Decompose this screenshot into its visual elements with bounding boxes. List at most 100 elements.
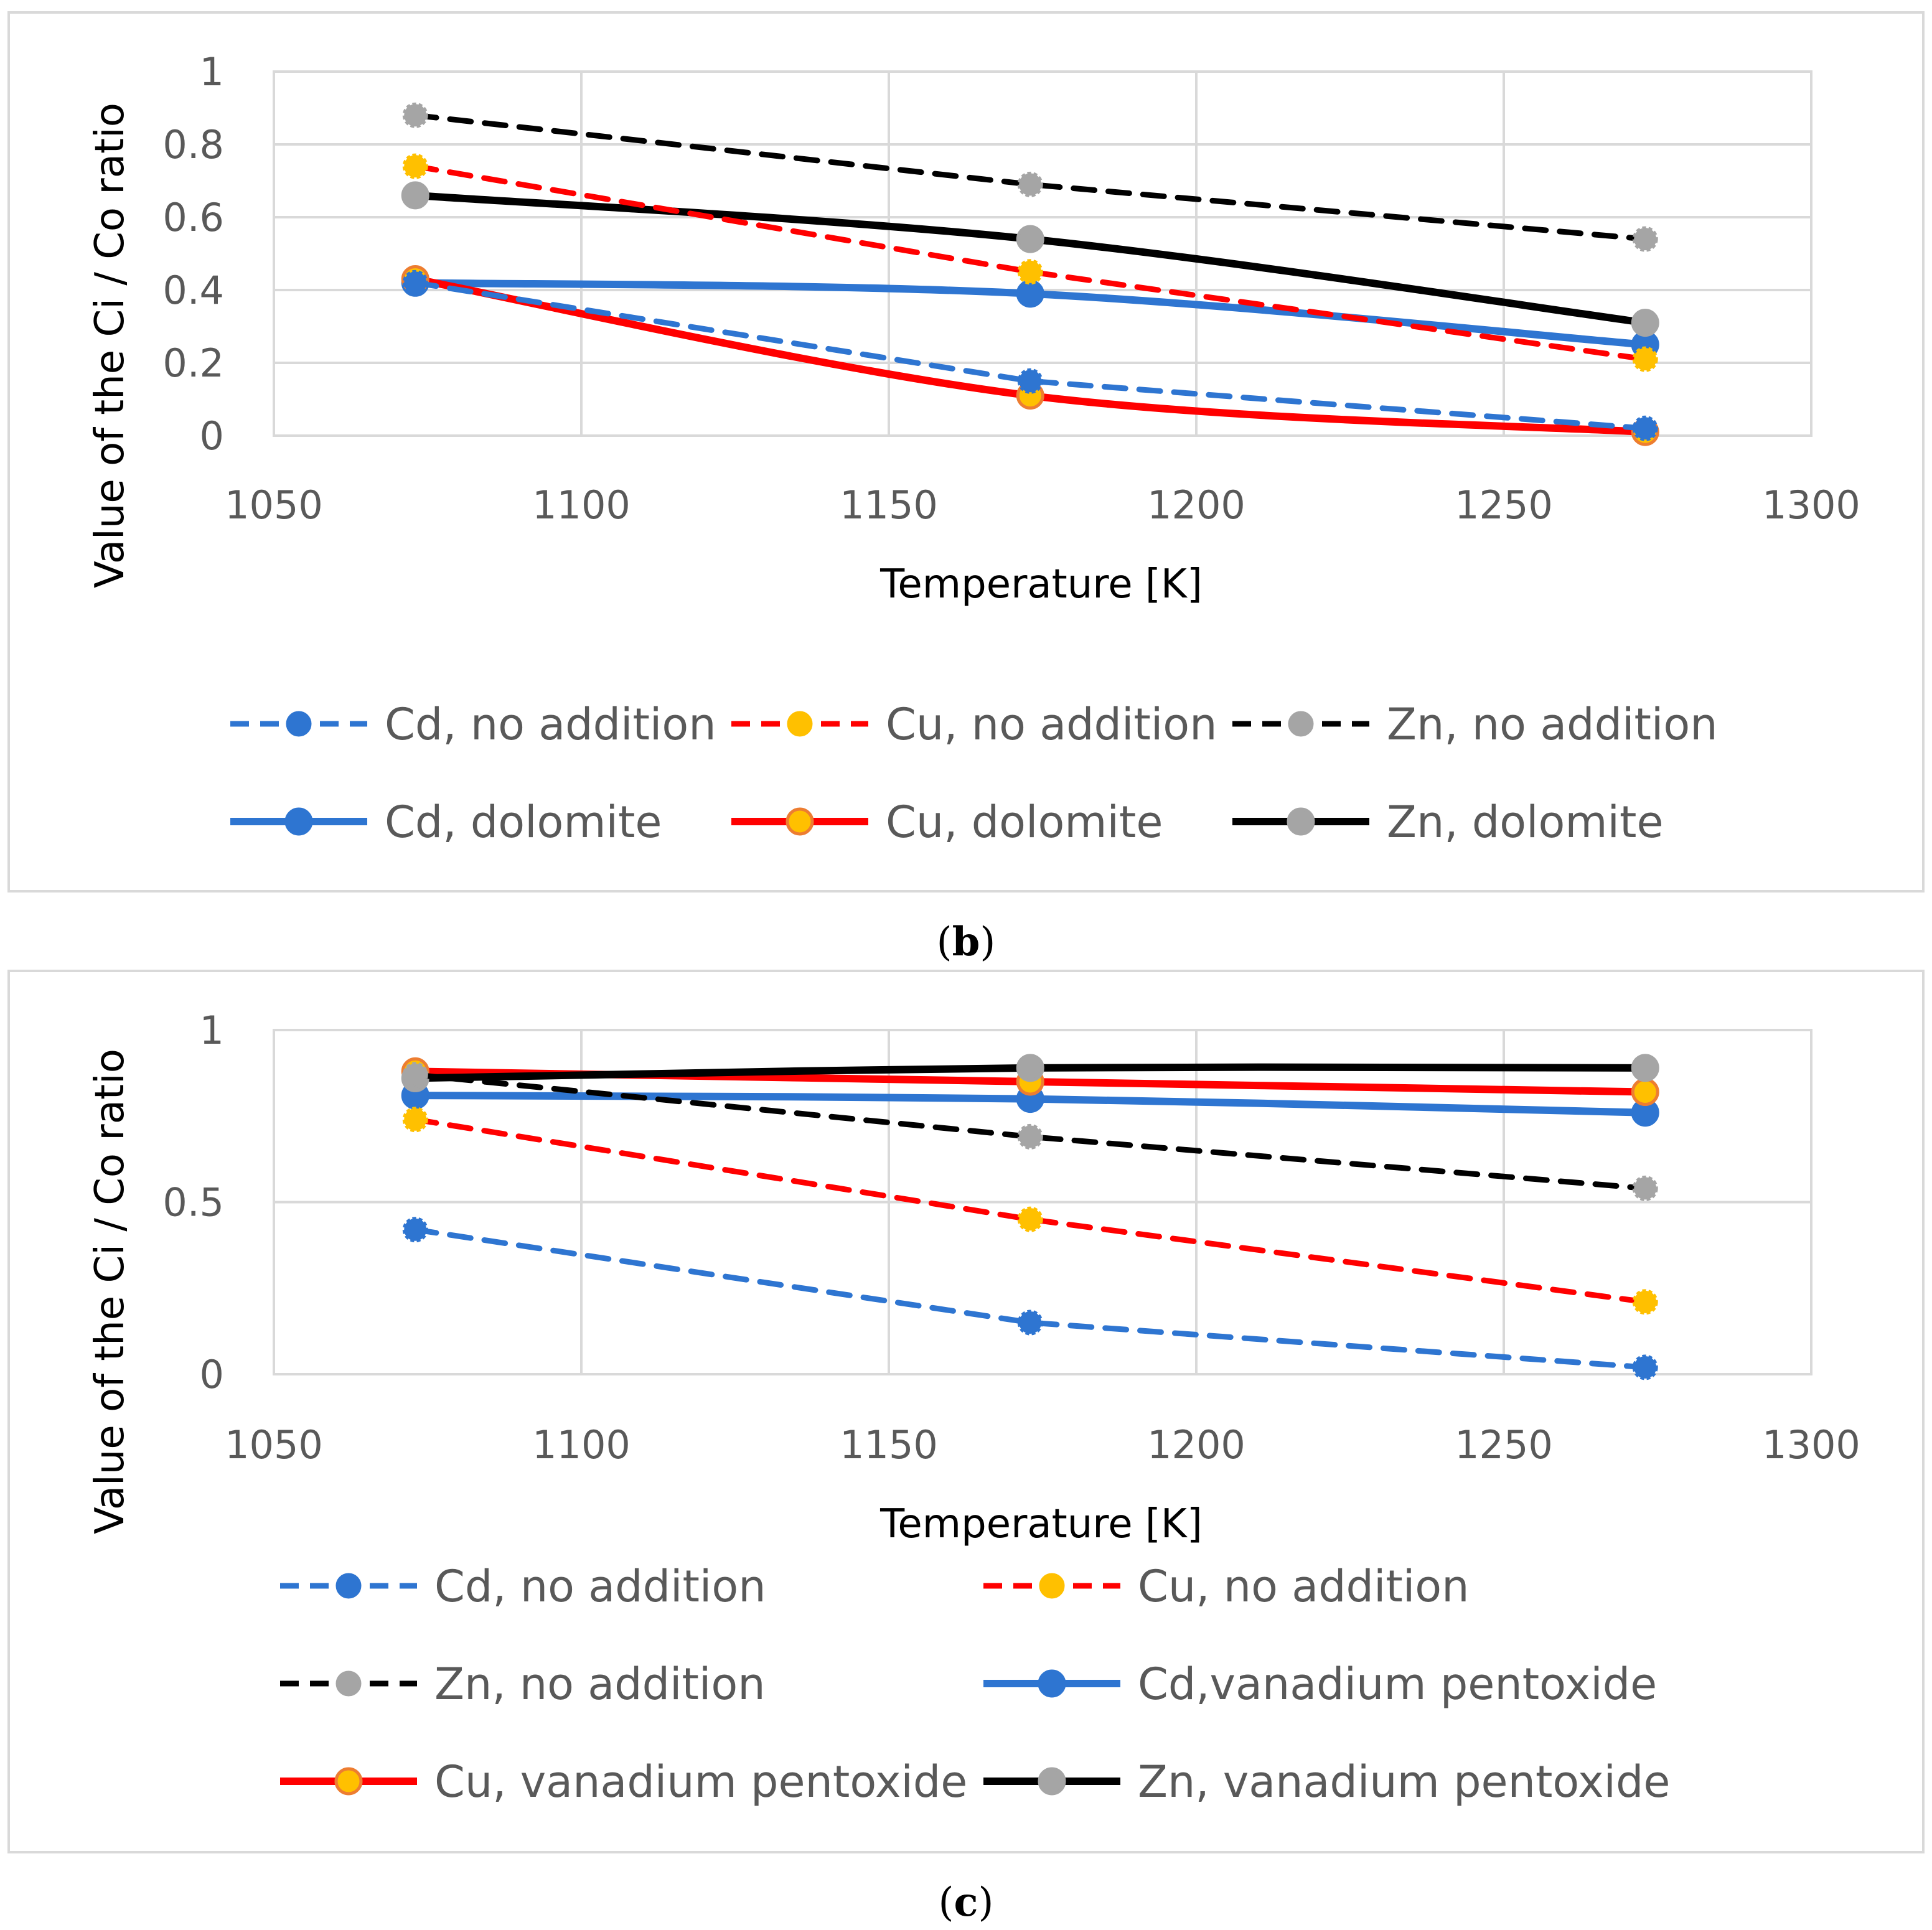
chart-b-legend-item: Cu, no addition (731, 699, 1217, 750)
chart-b-data-point (1632, 226, 1658, 252)
chart-c-y-axis-title: Value of the Ci / Co ratio (87, 1049, 133, 1534)
chart-b-x-tick-label: 1100 (532, 482, 631, 528)
chart-b-data-point (402, 102, 428, 128)
legend-label: Zn, vanadium pentoxide (1138, 1756, 1670, 1807)
chart-c-data-point (1632, 1354, 1658, 1380)
chart-c-legend-item: Cd,vanadium pentoxide (983, 1659, 1657, 1710)
chart-b-data-point (1016, 279, 1044, 308)
chart-c-data-point (1632, 1175, 1658, 1201)
chart-c-data-point (1631, 1078, 1659, 1107)
chart-b-data-point (402, 269, 428, 296)
legend-label: Cd,vanadium pentoxide (1138, 1659, 1657, 1710)
legend-marker (1287, 807, 1315, 836)
chart-c-legend: Cd, no addition Cu, no addition Zn, no add… (280, 1561, 1670, 1807)
chart-b-data-point (1017, 259, 1043, 285)
chart-c: 1050 1100 1150 1200 1250 1300 0 0.5 1 Temperatur… (7, 970, 1925, 1853)
chart-b-x-axis-title: Temperature [K] (879, 561, 1203, 607)
legend-label: Cu, vanadium pentoxide (434, 1756, 967, 1807)
chart-c-data-point (1631, 1054, 1659, 1082)
legend-marker (1288, 711, 1314, 737)
chart-b-y-axis-title: Value of the Ci / Co ratio (87, 103, 133, 588)
legend-marker (787, 711, 813, 737)
chart-c-x-tick-label: 1050 (225, 1422, 323, 1468)
legend-marker (335, 1670, 362, 1697)
chart-b-legend-item: Cd, no addition (230, 699, 716, 750)
chart-c-data-point (402, 1217, 428, 1243)
chart-c-series (401, 1054, 1659, 1380)
chart-c-series-2 (402, 1062, 1658, 1201)
chart-c-data-point (402, 1062, 428, 1088)
chart-b-series-1 (402, 153, 1658, 372)
legend-marker (334, 1767, 363, 1796)
chart-c-series-0 (402, 1217, 1658, 1380)
legend-label: Cd, no addition (385, 699, 716, 750)
chart-c-x-tick-label: 1250 (1455, 1422, 1553, 1468)
chart-c-legend-item: Zn, vanadium pentoxide (983, 1756, 1670, 1807)
chart-b-legend-item: Zn, dolomite (1232, 797, 1664, 848)
chart-b-y-tick-label: 0.2 (162, 340, 224, 386)
chart-b-legend-item: Cu, dolomite (731, 797, 1163, 848)
legend-label: Zn, no addition (1387, 699, 1718, 750)
chart-b-plot-area (273, 70, 1812, 437)
chart-c-data-point (1632, 1289, 1658, 1315)
chart-b-series-line (412, 163, 1648, 362)
legend-marker (785, 807, 814, 836)
chart-b-data-point (401, 181, 429, 210)
chart-c-plot-area (273, 1029, 1812, 1375)
legend-marker (1038, 1669, 1066, 1698)
legend-label: Zn, no addition (434, 1659, 766, 1710)
chart-b-x-tick-label: 1150 (840, 482, 938, 528)
chart-b-data-point (1016, 225, 1044, 253)
chart-b-legend-item: Cd, dolomite (230, 797, 662, 848)
chart-b-series-5 (401, 181, 1659, 337)
chart-b-legend-item: Zn, no addition (1232, 699, 1718, 750)
chart-c-series-1 (402, 1107, 1658, 1315)
chart-c-data-point (1016, 1054, 1044, 1082)
chart-b-caption: (b) (937, 919, 996, 965)
chart-c-legend-item: Zn, no addition (280, 1659, 766, 1710)
chart-c-data-point (1017, 1206, 1043, 1232)
legend-marker (284, 807, 313, 836)
chart-c-data-point (402, 1107, 428, 1133)
chart-c-data-point (1017, 1123, 1043, 1150)
legend-marker (335, 1573, 362, 1599)
chart-c-x-tick-label: 1150 (840, 1422, 938, 1468)
chart-b-y-tick-label: 0.6 (162, 195, 224, 240)
legend-label: Cd, dolomite (385, 797, 662, 848)
chart-c-legend-item: Cu, no addition (983, 1561, 1470, 1612)
chart-b-series-line (412, 279, 1648, 431)
chart-b-data-point (1017, 368, 1043, 394)
legend-label: Cu, dolomite (886, 797, 1163, 848)
chart-b-x-tick-label: 1300 (1762, 482, 1860, 528)
chart-b-tick-labels: 1050 1100 1150 1200 1250 1300 0 0.2 0.4 0.6 0.8 1 (162, 49, 1860, 528)
legend-label: Cu, no addition (886, 699, 1217, 750)
chart-b-data-point (402, 153, 428, 179)
legend-marker (1039, 1573, 1065, 1599)
chart-b-series (401, 102, 1659, 446)
chart-b-x-tick-label: 1250 (1455, 482, 1553, 528)
legend-label: Zn, dolomite (1387, 797, 1664, 848)
legend-label: Cu, no addition (1138, 1561, 1470, 1612)
chart-c-x-tick-label: 1300 (1762, 1422, 1860, 1468)
chart-c-x-axis-title: Temperature [K] (879, 1501, 1203, 1547)
chart-c-legend-item: Cu, vanadium pentoxide (280, 1756, 967, 1807)
chart-c-data-point (1017, 1309, 1043, 1336)
legend-marker (1038, 1767, 1066, 1796)
chart-c-plot-border (273, 1029, 1812, 1375)
chart-b-data-point (1632, 415, 1658, 441)
chart-b-data-point (1631, 309, 1659, 337)
chart-c-series-line (412, 1227, 1648, 1370)
chart-c-y-tick-label: 0 (200, 1352, 224, 1397)
chart-b-plot-border (273, 70, 1812, 437)
chart-b-series-2 (402, 102, 1658, 252)
chart-c-series-line (412, 1117, 1648, 1305)
chart-c-caption: (c) (939, 1879, 994, 1926)
chart-b-data-point (1017, 171, 1043, 197)
chart-c-legend-item: Cd, no addition (280, 1561, 766, 1612)
chart-b-x-tick-label: 1200 (1147, 482, 1245, 528)
chart-c-y-tick-label: 0.5 (162, 1180, 224, 1225)
chart-c-series-line (412, 1072, 1648, 1191)
chart-b-series-line (412, 112, 1648, 242)
legend-marker (286, 711, 312, 737)
chart-c-x-tick-label: 1100 (532, 1422, 631, 1468)
